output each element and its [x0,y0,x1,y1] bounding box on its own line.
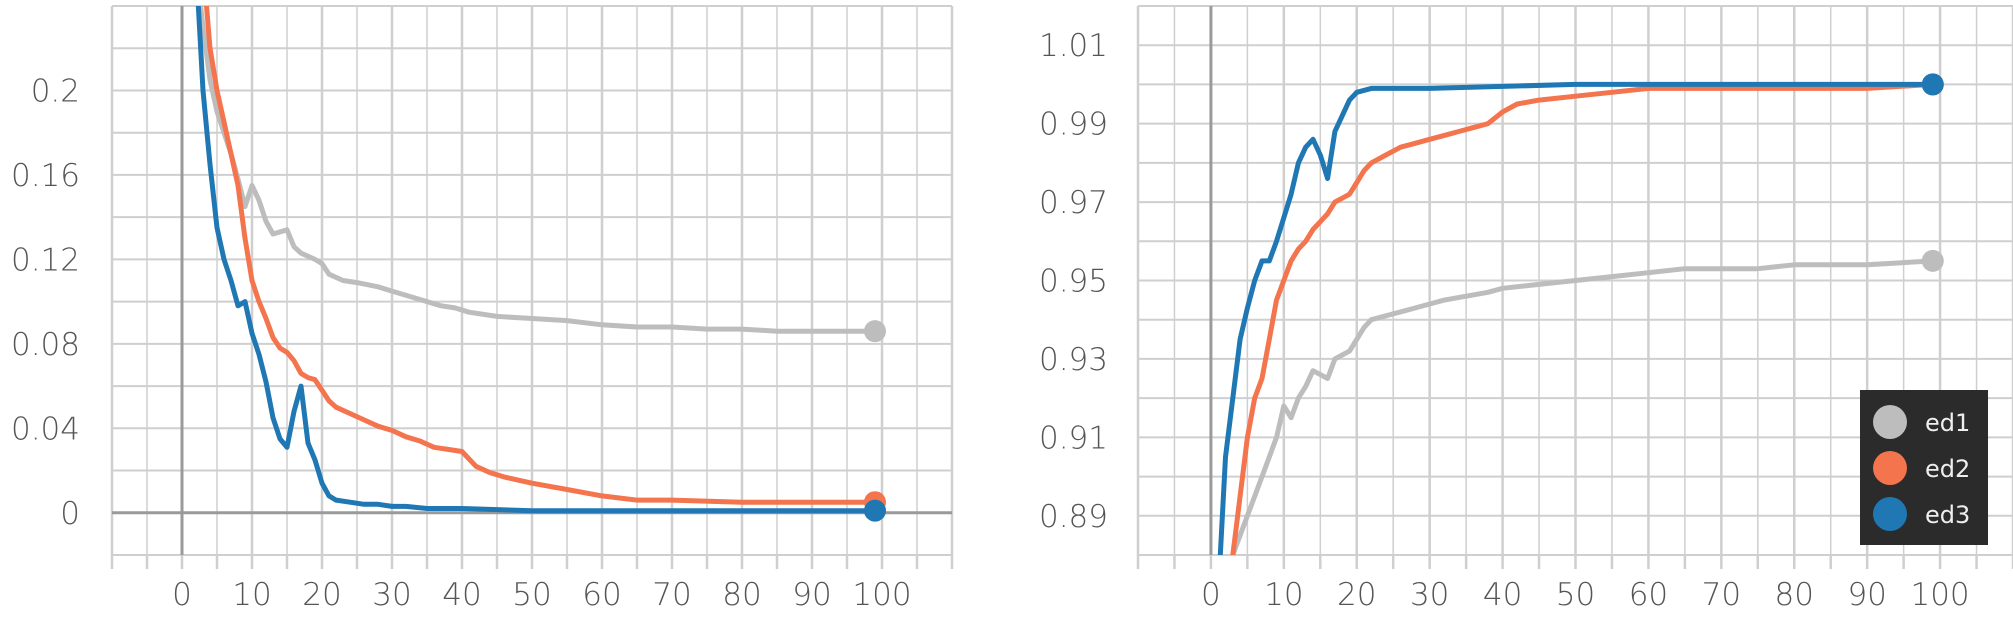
x-tick-marks [1136,555,2013,569]
x-tick-label: 100 [852,577,911,613]
y-tick-label: 0.97 [1039,185,1108,221]
series-end-marker-ed3 [1921,73,1944,96]
series-line-ed2 [1230,81,1936,555]
y-tick-label: 0.08 [11,327,80,363]
grid [110,5,954,556]
x-tick-marks [110,555,954,569]
x-tick-label: 20 [302,577,341,613]
x-tick-label: 60 [1629,577,1668,613]
series-line-ed3 [195,6,878,514]
y-tick-label: 0.91 [1039,420,1108,456]
series-end-marker-ed1 [1921,249,1944,272]
y-tick-label: 0.04 [11,411,80,447]
y-tick-label: 0.99 [1039,107,1108,143]
legend-swatch-ed3 [1873,497,1907,531]
series-line-ed2 [203,6,878,505]
x-tick-label: 30 [1410,577,1449,613]
series-end-marker-ed3 [864,499,886,522]
y-tick-label: 0.2 [31,73,80,109]
y-tick-label: 0 [60,496,80,532]
x-tick-label: 90 [792,577,831,613]
x-tick-label: 70 [1702,577,1741,613]
legend-swatch-ed2 [1873,451,1907,485]
x-tick-label: 70 [652,577,691,613]
legend-label-ed1: ed1 [1925,409,1970,437]
legend-label-ed2: ed2 [1925,455,1970,483]
y-tick-label: 1.01 [1039,28,1108,64]
x-tick-label: 30 [372,577,411,613]
loss-chart: 0 10 20 30 40 50 60 70 80 90 100 0 0.04 0.08 0.12 0.16 0… [11,5,954,613]
x-tick-label: 10 [232,577,271,613]
y-tick-label: 0.93 [1039,342,1108,378]
y-tick-label: 0.95 [1039,264,1108,300]
series-line-ed1 [198,6,878,334]
x-tick-label: 50 [1556,577,1595,613]
x-tick-label: 40 [1483,577,1522,613]
grid [1136,5,2013,556]
x-tick-label: 10 [1264,577,1303,613]
x-tick-label: 80 [1775,577,1814,613]
x-tick-label: 20 [1337,577,1376,613]
x-tick-label: 80 [722,577,761,613]
x-tick-label: 90 [1847,577,1886,613]
legend: ed1 ed2 ed3 [1860,390,1988,545]
x-tick-label: 0 [1201,577,1221,613]
accuracy-chart: 0 10 20 30 40 50 60 70 80 90 100 0.89 0.91 0.93 0.95 0.… [1039,5,2013,613]
y-tick-label: 0.16 [11,158,80,194]
legend-label-ed3: ed3 [1925,501,1970,529]
x-tick-label: 50 [512,577,551,613]
x-tick-label: 0 [172,577,192,613]
series-end-marker-ed1 [864,320,886,343]
x-tick-label: 60 [582,577,621,613]
series-line-ed3 [1217,81,1936,555]
legend-swatch-ed1 [1873,405,1907,439]
x-tick-label: 40 [442,577,481,613]
y-tick-label: 0.12 [11,242,80,278]
y-tick-label: 0.89 [1039,499,1108,535]
series-line-ed1 [1230,258,1936,555]
x-tick-label: 100 [1910,577,1969,613]
